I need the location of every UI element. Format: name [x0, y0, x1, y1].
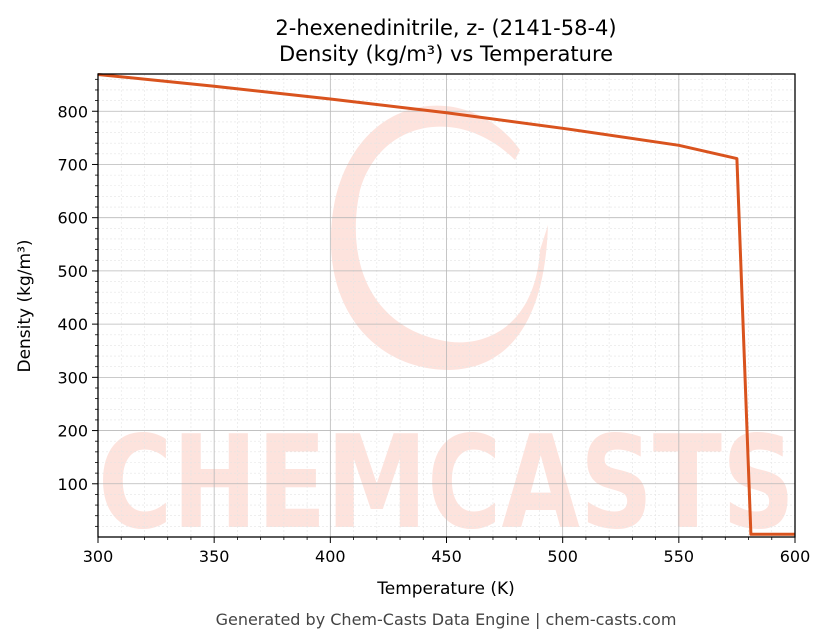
x-axis-label: Temperature (K): [376, 579, 515, 599]
y-axis: 100 200 300 400 500 600 700 800: [57, 78, 98, 527]
y-tick-label: 700: [57, 155, 88, 174]
y-tick-label: 200: [57, 422, 88, 441]
x-tick-label: 350: [199, 547, 230, 566]
x-axis: 300 350 400 450 500 550 600: [83, 537, 811, 566]
x-tick-label: 450: [431, 547, 462, 566]
footer-credit: Generated by Chem-Casts Data Engine | ch…: [216, 610, 677, 629]
x-tick-label: 400: [315, 547, 346, 566]
x-tick-label: 300: [83, 547, 114, 566]
series-line-density: [97, 73, 795, 536]
x-tick-label: 500: [547, 547, 578, 566]
y-tick-label: 100: [57, 475, 88, 494]
x-tick-label: 600: [780, 547, 811, 566]
y-axis-label: Density (kg/m³): [15, 239, 35, 372]
y-tick-label: 500: [57, 262, 88, 281]
x-tick-label: 550: [664, 547, 695, 566]
y-tick-label: 800: [57, 102, 88, 121]
y-tick-label: 600: [57, 209, 88, 228]
y-tick-label: 400: [57, 315, 88, 334]
y-tick-label: 300: [57, 368, 88, 387]
chart-subtitle: Density (kg/m³) vs Temperature: [279, 42, 613, 66]
watermark-logo-arc: [330, 105, 548, 370]
chart-title: 2-hexenedinitrile, z- (2141-58-4): [275, 16, 616, 40]
